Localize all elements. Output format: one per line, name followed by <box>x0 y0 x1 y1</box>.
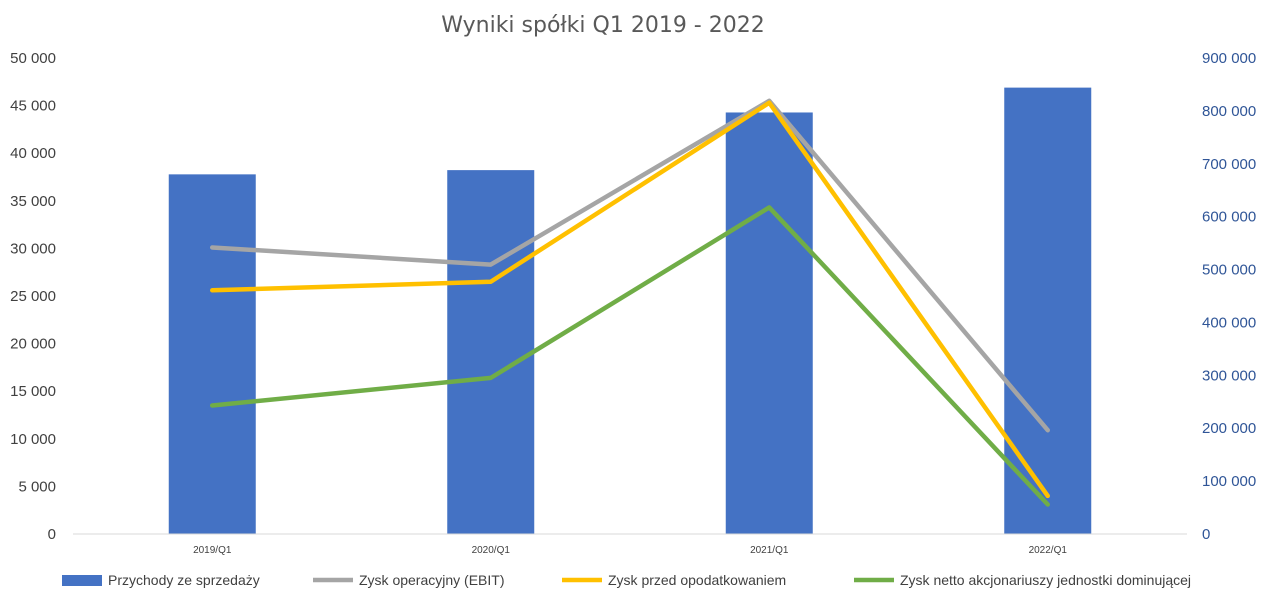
x-axis-tick-label: 2021/Q1 <box>750 545 789 556</box>
series-line <box>210 100 1050 499</box>
right-axis-tick-label: 300 000 <box>1202 367 1256 384</box>
left-axis-tick-label: 10 000 <box>10 431 56 448</box>
left-axis-tick-label: 50 000 <box>10 50 56 67</box>
left-axis-tick-label: 45 000 <box>10 98 56 115</box>
legend-entry: Przychody ze sprzedaży <box>62 572 260 588</box>
right-axis-tick-label: 700 000 <box>1202 156 1256 173</box>
bar <box>725 112 813 534</box>
left-axis-tick-label: 40 000 <box>10 145 56 162</box>
right-axis-tick-label: 400 000 <box>1202 314 1256 331</box>
right-axis-tick-label: 500 000 <box>1202 262 1256 279</box>
series-line <box>210 205 1050 507</box>
bar <box>168 174 256 534</box>
left-axis-tick-label: 0 <box>48 526 56 543</box>
left-axis-tick-label: 20 000 <box>10 336 56 353</box>
right-axis-tick-label: 600 000 <box>1202 209 1256 226</box>
x-axis-tick-label: 2020/Q1 <box>472 545 511 556</box>
right-axis-tick-label: 0 <box>1202 526 1210 543</box>
legend-entry: Zysk przed opodatkowaniem <box>562 572 786 588</box>
left-axis-tick-label: 15 000 <box>10 383 56 400</box>
left-axis-tick-label: 30 000 <box>10 240 56 257</box>
legend-label: Zysk operacyjny (EBIT) <box>359 572 504 588</box>
left-axis-tick-label: 35 000 <box>10 193 56 210</box>
bar <box>447 170 535 534</box>
left-axis-tick-label: 5 000 <box>18 478 56 495</box>
series-line <box>210 98 1050 433</box>
legend: Przychody ze sprzedaży Zysk operacyjny (E… <box>62 572 1191 588</box>
legend-label: Zysk przed opodatkowaniem <box>608 572 786 588</box>
legend-swatch <box>62 575 102 586</box>
legend-label: Zysk netto akcjonariuszy jednostki domin… <box>900 572 1191 588</box>
left-axis-tick-label: 25 000 <box>10 288 56 305</box>
legend-label: Przychody ze sprzedaży <box>108 572 260 588</box>
right-axis-tick-label: 900 000 <box>1202 50 1256 67</box>
plot-area <box>168 87 1092 535</box>
chart-title: Wyniki spółki Q1 2019 - 2022 <box>441 13 764 38</box>
x-axis-tick-label: 2022/Q1 <box>1029 545 1068 556</box>
right-axis-tick-label: 200 000 <box>1202 420 1256 437</box>
legend-entry: Zysk operacyjny (EBIT) <box>313 572 504 588</box>
right-axis-tick-label: 800 000 <box>1202 103 1256 120</box>
x-axis-tick-label: 2019/Q1 <box>193 545 232 556</box>
bar <box>1004 87 1092 535</box>
right-axis-tick-label: 100 000 <box>1202 473 1256 490</box>
legend-entry: Zysk netto akcjonariuszy jednostki domin… <box>854 572 1191 588</box>
axes: 0 5 000 10 000 15 000 20 000 25 000 30 000 35 0… <box>10 50 1256 556</box>
